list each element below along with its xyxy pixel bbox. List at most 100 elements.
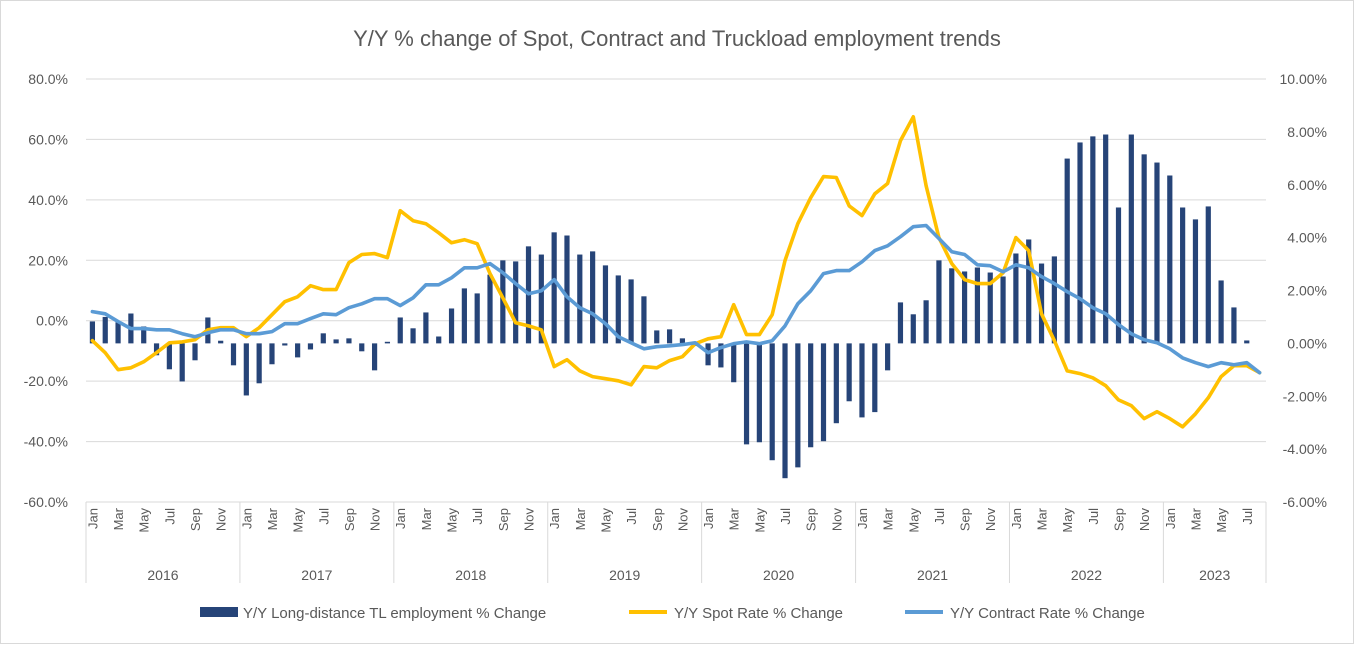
employment-bar: [820, 343, 827, 442]
month-tick-label: May: [137, 508, 152, 533]
employment-bar: [102, 316, 108, 344]
employment-bar: [615, 275, 621, 344]
employment-bar: [602, 265, 609, 344]
employment-bar: [320, 333, 326, 344]
employment-bar: [371, 343, 378, 371]
employment-bar: [1064, 158, 1070, 344]
legend-swatch-employment: [200, 607, 238, 617]
employment-bar: [641, 296, 647, 344]
rate-lines: [90, 115, 1262, 429]
left-tick-label: 0.0%: [36, 313, 68, 329]
employment-bar: [1115, 207, 1122, 344]
employment-bar: [538, 254, 544, 344]
employment-bar: [256, 343, 262, 384]
employment-bar: [808, 343, 814, 448]
employment-bar: [872, 343, 878, 413]
left-tick-label: -60.0%: [24, 494, 68, 510]
employment-bar: [731, 343, 737, 383]
month-tick-label: Mar: [265, 507, 280, 530]
employment-bar: [423, 312, 429, 344]
employment-bar: [397, 317, 403, 344]
right-tick-label: 8.00%: [1287, 124, 1327, 140]
month-tick-label: Jul: [470, 508, 485, 525]
employment-bar: [1218, 280, 1224, 344]
employment-bar: [269, 343, 275, 365]
employment-bar: [833, 343, 839, 424]
month-tick-label: Jul: [778, 508, 793, 525]
employment-bar: [1154, 162, 1160, 344]
month-tick-label: May: [752, 508, 767, 533]
employment-bar: [1128, 134, 1134, 344]
employment-bar: [795, 343, 801, 468]
month-tick-label: Jul: [162, 508, 177, 525]
employment-bar: [1013, 253, 1019, 344]
employment-bar: [487, 274, 493, 344]
left-tick-label: 20.0%: [28, 252, 68, 268]
year-label: 2020: [763, 567, 794, 583]
employment-bar: [295, 343, 301, 358]
employment-bar: [1051, 256, 1057, 344]
left-tick-label: 40.0%: [28, 192, 68, 208]
month-tick-label: Nov: [1137, 508, 1152, 532]
employment-bar: [1103, 134, 1109, 344]
month-tick-label: May: [445, 508, 460, 533]
employment-bar: [346, 338, 352, 344]
employment-bar: [679, 338, 686, 344]
year-label: 2022: [1071, 567, 1102, 583]
employment-bar: [885, 343, 891, 371]
employment-bar: [1141, 154, 1147, 344]
month-tick-label: Sep: [650, 508, 665, 531]
left-tick-label: -40.0%: [24, 434, 68, 450]
right-tick-label: 2.00%: [1287, 283, 1327, 299]
x-axis: 2016 Jan Mar May Jul Sep Nov 2017 Jan Mar May Jul Se…: [85, 502, 1267, 583]
employment-bar: [718, 343, 724, 368]
employment-bar: [474, 293, 480, 344]
employment-bar: [1090, 136, 1096, 344]
month-tick-label: Jan: [239, 508, 254, 529]
legend-label-spot: Y/Y Spot Rate % Change: [674, 605, 843, 622]
month-tick-label: Mar: [1188, 507, 1203, 530]
month-tick-label: May: [1060, 508, 1075, 533]
right-axis: 10.00% 8.00% 6.00% 4.00% 2.00% 0.00% -2.00% -4.…: [1280, 71, 1327, 510]
employment-bar: [1026, 239, 1032, 344]
gridlines: [86, 78, 1266, 503]
employment-bar: [115, 322, 121, 344]
employment-bars: [89, 134, 1250, 479]
month-tick-label: Jul: [316, 508, 331, 525]
month-tick-label: Nov: [214, 508, 229, 532]
employment-bar: [448, 308, 455, 344]
year-label: 2016: [147, 567, 178, 583]
month-tick-label: May: [906, 508, 921, 533]
month-tick-label: Jan: [701, 508, 716, 529]
month-tick-label: Mar: [881, 507, 896, 530]
employment-bar: [628, 279, 634, 344]
employment-bar: [166, 343, 172, 370]
employment-bar: [1205, 206, 1211, 344]
month-tick-label: Nov: [983, 508, 998, 532]
month-tick-label: Mar: [1035, 507, 1050, 530]
year-label: 2018: [455, 567, 486, 583]
right-tick-label: -2.00%: [1283, 388, 1327, 404]
employment-bar: [961, 271, 968, 344]
employment-bar: [782, 343, 788, 479]
employment-bar: [756, 343, 762, 443]
employment-bar: [923, 300, 929, 344]
employment-bar: [949, 268, 955, 344]
year-label: 2021: [917, 567, 948, 583]
employment-bar: [153, 343, 160, 356]
month-tick-label: Mar: [419, 507, 434, 530]
month-tick-label: Mar: [111, 507, 126, 530]
chart-title: Y/Y % change of Spot, Contract and Truck…: [353, 26, 1001, 51]
month-tick-label: Jul: [932, 508, 947, 525]
employment-bar: [436, 336, 442, 344]
employment-bar: [1167, 175, 1173, 344]
employment-bar: [590, 251, 596, 344]
month-tick-label: Nov: [368, 508, 383, 532]
left-tick-label: 80.0%: [28, 71, 68, 87]
employment-bar: [218, 340, 224, 344]
employment-bar: [410, 328, 416, 344]
month-tick-label: Jan: [547, 508, 562, 529]
month-tick-label: Sep: [1112, 508, 1127, 531]
month-tick-label: Jul: [1086, 508, 1101, 525]
